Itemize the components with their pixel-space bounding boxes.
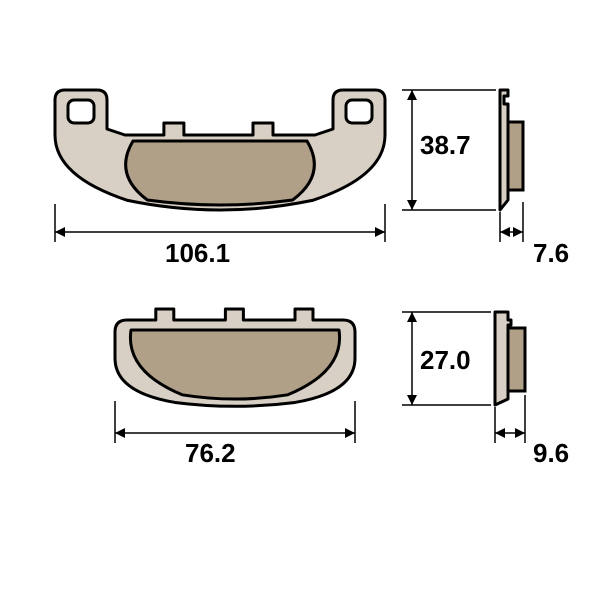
diagram-stage: 38.7 106.1 7.6 27.0 76.2 9.6 (0, 0, 600, 600)
dim-label-pad2-thick: 9.6 (533, 438, 569, 469)
dim-label-pad2-height: 27.0 (420, 345, 471, 376)
dim-label-pad1-thick: 7.6 (533, 238, 569, 269)
dim-label-pad1-height: 38.7 (420, 130, 471, 161)
dim-label-pad1-width: 106.1 (165, 238, 230, 269)
diagram-svg (0, 0, 600, 600)
dim-label-pad2-width: 76.2 (185, 438, 236, 469)
